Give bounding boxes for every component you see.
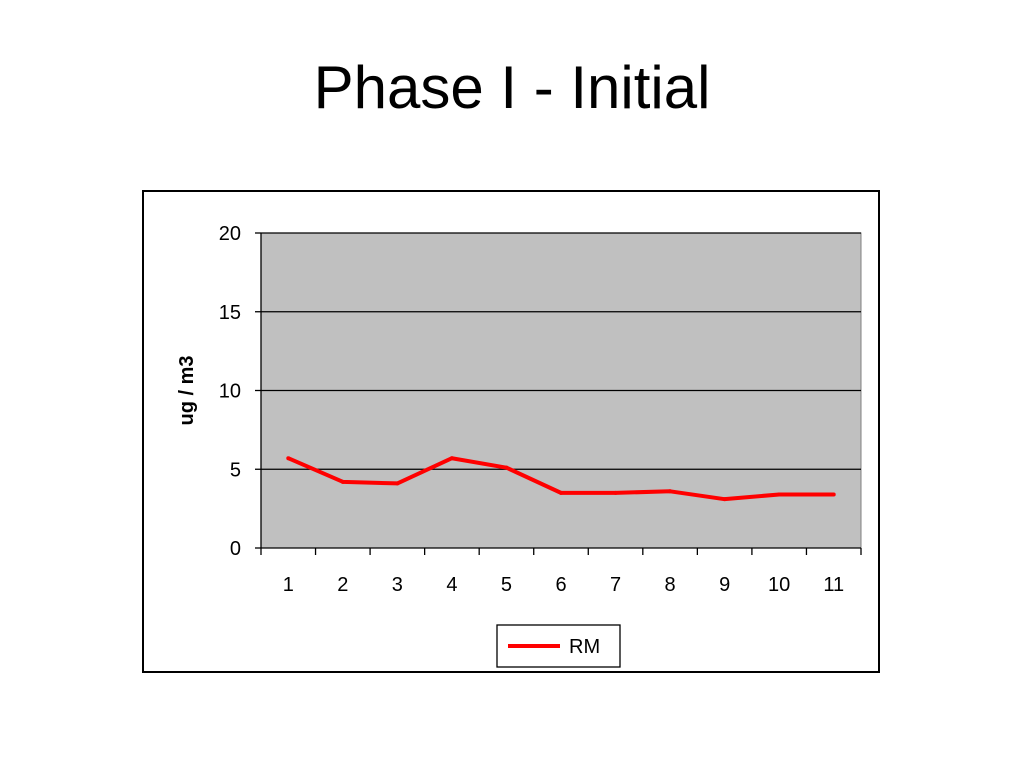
data-point bbox=[286, 456, 291, 461]
data-point bbox=[559, 490, 563, 495]
x-tick-label: 2 bbox=[337, 574, 348, 596]
x-tick-label: 7 bbox=[610, 574, 621, 596]
x-tick-label: 4 bbox=[446, 574, 457, 596]
data-point bbox=[722, 497, 727, 502]
y-tick-label: 20 bbox=[219, 223, 241, 245]
x-tick-label: 8 bbox=[665, 574, 676, 596]
x-tick-label: 10 bbox=[768, 574, 790, 596]
x-tick-label: 3 bbox=[392, 574, 403, 596]
y-tick-label: 0 bbox=[230, 538, 241, 560]
x-tick-label: 5 bbox=[501, 574, 512, 596]
x-tick-label: 9 bbox=[719, 574, 730, 596]
legend-label: RM bbox=[569, 636, 600, 658]
y-tick-label: 5 bbox=[230, 459, 241, 481]
data-point bbox=[504, 465, 509, 470]
slide-title: Phase I - Initial bbox=[313, 54, 711, 121]
y-tick-label: 10 bbox=[219, 381, 241, 403]
y-tick-label: 15 bbox=[219, 302, 241, 324]
x-tick-label: 1 bbox=[283, 574, 294, 596]
data-point bbox=[668, 489, 673, 494]
data-point bbox=[613, 490, 618, 495]
y-axis-label: ug / m3 bbox=[176, 355, 198, 425]
x-tick-label: 6 bbox=[555, 574, 566, 596]
data-point bbox=[777, 492, 782, 497]
data-point bbox=[449, 456, 454, 461]
data-point bbox=[395, 481, 400, 486]
data-point bbox=[340, 479, 345, 484]
data-point bbox=[831, 492, 836, 497]
x-tick-label: 11 bbox=[823, 574, 844, 596]
